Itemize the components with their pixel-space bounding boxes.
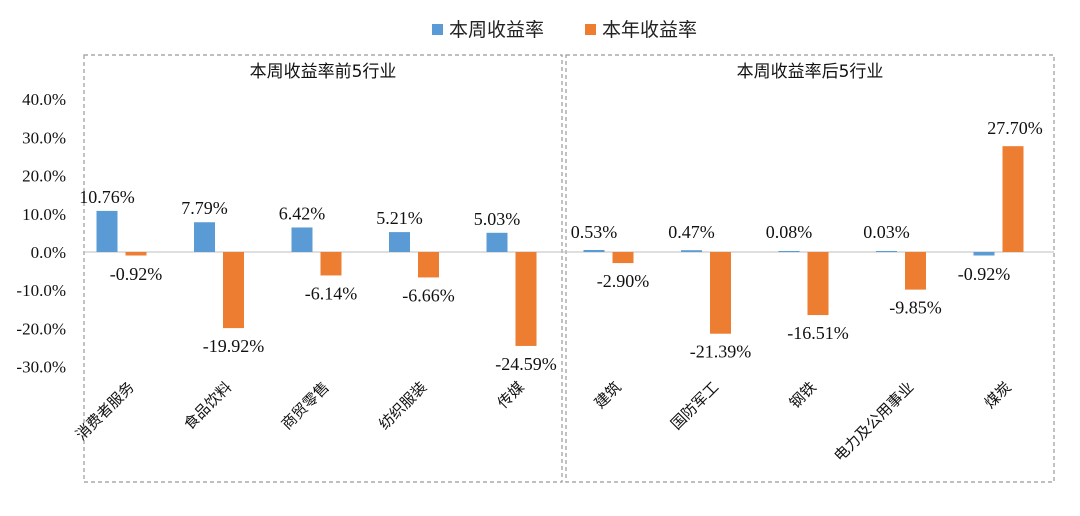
bar-yearly (515, 252, 537, 346)
category-label: 电力及公用事业 (830, 378, 917, 465)
data-label-weekly: 0.08% (766, 222, 813, 242)
data-label-weekly: 7.79% (181, 198, 228, 218)
panel-frame-bottom (565, 54, 1055, 483)
data-label-yearly: -16.51% (787, 323, 849, 343)
data-label-yearly: -19.92% (203, 336, 265, 356)
category-label: 食品饮料 (180, 378, 235, 433)
data-label-yearly: -9.85% (889, 298, 942, 318)
bar-yearly (1002, 146, 1024, 252)
data-label-weekly: 0.53% (571, 222, 618, 242)
y-tick-label: 0.0% (31, 243, 66, 262)
category-labels: 消费者服务 食品饮料 商贸零售 纺织服装 传媒 建筑 国防军工 钢铁 电力及公用事业 煤炭 (72, 378, 1015, 465)
category-label: 钢铁 (786, 378, 820, 412)
category-label: 商贸零售 (278, 378, 333, 433)
category-label: 建筑 (591, 378, 625, 412)
legend-swatch-weekly (432, 24, 443, 35)
y-tick-label: -10.0% (16, 281, 66, 300)
data-label-yearly: -21.39% (690, 342, 752, 362)
bar-weekly (583, 249, 605, 252)
category-label: 煤炭 (981, 378, 1015, 412)
data-label-weekly: 0.03% (863, 222, 910, 242)
legend-swatch-yearly (585, 24, 596, 35)
bar-weekly (778, 251, 800, 252)
data-label-weekly: 6.42% (279, 203, 326, 223)
category-label: 传媒 (494, 378, 528, 412)
y-tick-label: 40.0% (22, 90, 66, 109)
data-label-yearly: -6.66% (402, 285, 455, 305)
y-tick-label: -20.0% (16, 319, 66, 338)
bar-weekly (486, 232, 508, 252)
bar-weekly (973, 252, 995, 256)
category-label: 消费者服务 (72, 378, 138, 444)
bar-weekly (291, 227, 313, 252)
bar-yearly (612, 252, 634, 264)
bars (96, 146, 1024, 346)
y-tick-label: -30.0% (16, 358, 66, 377)
bar-yearly (710, 252, 731, 334)
bar-yearly (125, 252, 147, 256)
data-labels: 10.76% -0.92% 7.79% -19.92% 6.42% -6.14% 5.21%… (79, 118, 1043, 374)
data-label-yearly: -0.92% (110, 264, 163, 284)
bar-weekly (194, 222, 215, 252)
data-label-weekly: 5.03% (474, 209, 521, 229)
panel-title-bottom: 本周收益率后5行业 (737, 62, 884, 82)
y-tick-label: 10.0% (22, 205, 66, 224)
data-label-yearly: 27.70% (987, 118, 1043, 138)
bar-yearly (807, 252, 829, 316)
data-label-yearly: -6.14% (305, 283, 358, 303)
panel-title-top: 本周收益率前5行业 (250, 62, 397, 82)
category-label: 纺织服装 (375, 378, 430, 433)
bar-weekly (389, 232, 410, 252)
data-label-weekly: 0.47% (668, 222, 715, 242)
y-axis: 40.0% 30.0% 20.0% 10.0% 0.0% -10.0% -20.0% -30.… (16, 90, 66, 376)
bar-weekly (681, 250, 702, 252)
category-label: 国防军工 (667, 378, 722, 433)
bar-yearly (320, 252, 342, 276)
legend: 本周收益率 本年收益率 (432, 19, 697, 41)
data-label-yearly: -24.59% (495, 354, 557, 374)
data-label-weekly: -0.92% (958, 264, 1011, 284)
bar-weekly (96, 210, 118, 252)
data-label-yearly: -2.90% (597, 271, 650, 291)
bar-yearly (905, 252, 926, 290)
panel-frame-top (83, 54, 563, 483)
bar-yearly (418, 252, 439, 278)
data-label-weekly: 10.76% (79, 187, 135, 207)
y-tick-label: 30.0% (22, 128, 66, 147)
legend-label-yearly: 本年收益率 (602, 19, 697, 41)
data-label-weekly: 5.21% (376, 208, 423, 228)
legend-label-weekly: 本周收益率 (449, 19, 544, 41)
bar-weekly (876, 251, 897, 252)
y-tick-label: 20.0% (22, 167, 66, 186)
bar-yearly (223, 252, 244, 329)
